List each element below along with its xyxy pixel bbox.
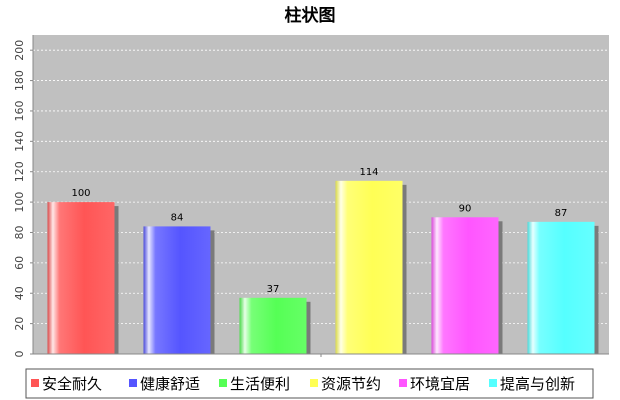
y-tick-label: 200 (13, 40, 26, 61)
bar (335, 180, 403, 354)
legend-swatch (31, 379, 39, 387)
y-tick-label: 20 (13, 317, 26, 331)
y-tick-label: 0 (13, 351, 26, 358)
legend-label: 安全耐久 (42, 375, 102, 393)
data-labels: 100 84 37 114 90 87 (71, 167, 567, 295)
data-label: 114 (359, 167, 378, 178)
data-label: 90 (459, 203, 472, 214)
bar (527, 221, 595, 354)
legend: 安全耐久 健康舒适 生活便利 资源节约 环境宜居 提高与创新 (25, 368, 594, 399)
bars (47, 180, 599, 354)
chart-title: 柱状图 (285, 5, 336, 26)
data-label: 37 (267, 284, 280, 295)
bar (431, 217, 499, 354)
bar (47, 202, 115, 354)
bar (143, 226, 211, 354)
data-label: 87 (555, 208, 568, 219)
y-tick-label: 140 (13, 131, 26, 152)
legend-label: 生活便利 (230, 375, 290, 393)
legend-label: 环境宜居 (410, 375, 470, 393)
legend-swatch (310, 379, 318, 387)
data-label: 100 (71, 188, 90, 199)
legend-swatch (129, 379, 137, 387)
y-tick-label: 40 (13, 286, 26, 300)
legend-swatch (489, 379, 497, 387)
bar (239, 297, 307, 354)
legend-box (25, 368, 594, 399)
y-tick-label: 160 (13, 100, 26, 121)
y-tick-label: 80 (13, 225, 26, 239)
legend-swatch (399, 379, 407, 387)
grid-lines (33, 49, 609, 325)
y-tick-label: 60 (13, 256, 26, 270)
legend-label: 健康舒适 (140, 375, 200, 393)
legend-swatch (219, 379, 227, 387)
y-tick-label: 120 (13, 161, 26, 182)
plot-area (33, 35, 609, 354)
y-axis: 0 20 40 60 80 100 120 140 160 180 200 (13, 40, 33, 358)
y-tick-label: 100 (13, 192, 26, 213)
legend-label: 提高与创新 (500, 375, 575, 393)
data-label: 84 (171, 212, 184, 223)
legend-label: 资源节约 (321, 375, 381, 393)
y-tick-label: 180 (13, 70, 26, 91)
